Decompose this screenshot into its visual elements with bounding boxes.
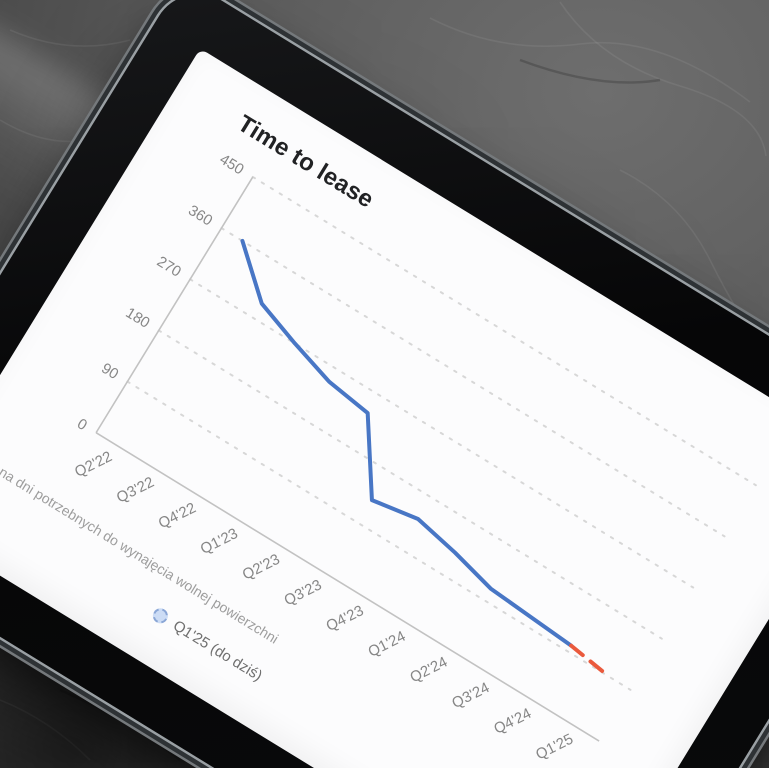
axes	[95, 176, 600, 742]
svg-text:450: 450	[217, 151, 247, 179]
svg-text:Q3'22: Q3'22	[114, 474, 157, 507]
svg-text:180: 180	[122, 304, 152, 332]
svg-text:360: 360	[185, 202, 215, 230]
svg-text:Q2'23: Q2'23	[240, 551, 283, 584]
svg-text:Q3'23: Q3'23	[282, 576, 325, 609]
svg-text:Q4'24: Q4'24	[491, 705, 534, 738]
svg-text:Q4'22: Q4'22	[156, 499, 199, 532]
series-line	[240, 238, 574, 648]
svg-text:Q2'24: Q2'24	[407, 653, 450, 686]
svg-text:Q1'25: Q1'25	[533, 731, 576, 764]
svg-text:270: 270	[154, 253, 184, 281]
svg-text:Q1'23: Q1'23	[198, 525, 241, 558]
svg-text:Q3'24: Q3'24	[449, 679, 492, 712]
svg-text:Q2'22: Q2'22	[72, 448, 115, 481]
svg-text:90: 90	[98, 360, 121, 383]
gridlines	[126, 175, 757, 691]
svg-text:Q1'24: Q1'24	[365, 628, 408, 661]
x-axis-labels: Q2'22Q3'22Q4'22Q1'23Q2'23Q3'23Q4'23Q1'24…	[72, 448, 576, 764]
svg-text:Q4'23: Q4'23	[323, 602, 366, 635]
tablet-screen: Time to lease 0 90 180 270 360 450 Q2'22 Q3'22 Q…	[0, 48, 769, 768]
projection-dashed-line	[569, 643, 612, 679]
svg-text:0: 0	[74, 415, 90, 434]
